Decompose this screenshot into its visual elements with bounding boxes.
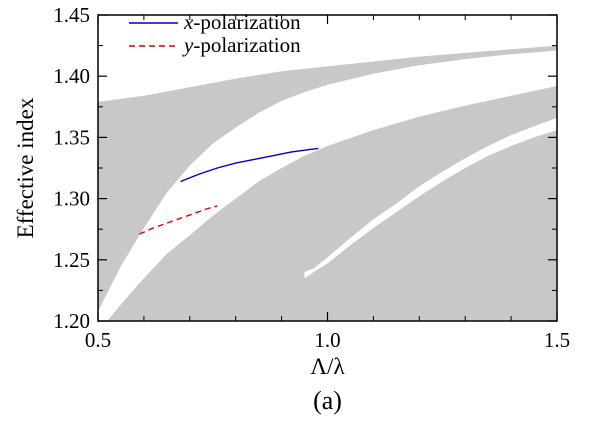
band-region-upper bbox=[98, 45, 557, 312]
series-lines bbox=[139, 147, 319, 235]
axis-ticks bbox=[97, 14, 558, 322]
y-tick-label: 1.35 bbox=[53, 125, 90, 149]
x-tick-label: 1.0 bbox=[314, 328, 340, 352]
x-tick-label: 0.5 bbox=[85, 328, 111, 352]
x-axis-label: Λ/λ bbox=[310, 354, 345, 379]
band-region-lower bbox=[304, 130, 557, 321]
series-line-y-polarization bbox=[139, 205, 218, 235]
y-axis-label: Effective index bbox=[13, 97, 38, 238]
legend-label-y-polarization: y-polarization bbox=[182, 33, 301, 57]
legend-label-x-polarization: x-polarization bbox=[183, 10, 301, 34]
legend: x-polarization y-polarization bbox=[129, 10, 301, 57]
y-tick-label: 1.30 bbox=[53, 187, 90, 211]
x-tick-label: 1.5 bbox=[544, 328, 570, 352]
y-tick-label: 1.20 bbox=[53, 309, 90, 333]
band-region-middle bbox=[107, 86, 557, 321]
series-line-x-polarization bbox=[180, 147, 319, 183]
y-tick-label: 1.40 bbox=[53, 64, 90, 88]
y-tick-label: 1.25 bbox=[53, 248, 90, 272]
figure-caption: (a) bbox=[313, 386, 342, 415]
y-tick-label: 1.45 bbox=[53, 3, 90, 27]
tick-labels: 0.5 1.0 1.5 1.20 1.25 1.30 1.35 1.40 1.45 bbox=[53, 3, 570, 352]
bandgap-regions bbox=[98, 45, 557, 321]
